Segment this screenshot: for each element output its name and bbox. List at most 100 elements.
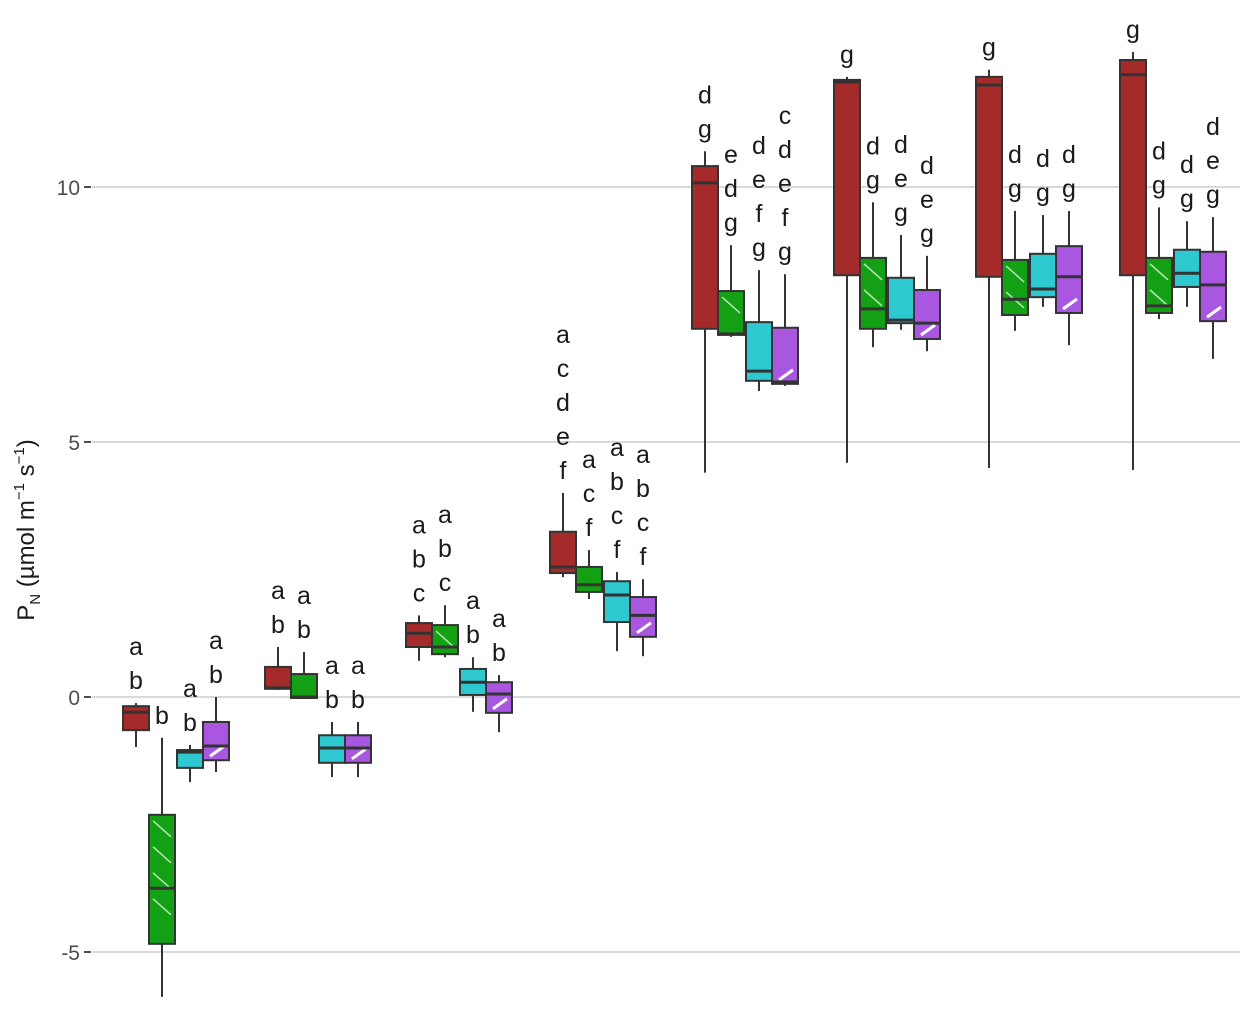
- significance-letter: g: [1152, 171, 1166, 199]
- box-treatment-3: [1029, 215, 1057, 307]
- hatch-stripe: [1206, 305, 1222, 319]
- box-treatment-1: [833, 76, 861, 463]
- significance-letter: a: [297, 582, 311, 610]
- boxes-layer: [122, 51, 1227, 997]
- box-body: [1119, 59, 1147, 277]
- box-body: [148, 813, 176, 945]
- y-axis: -5 0 5 10: [57, 177, 91, 965]
- box-treatment-1: [975, 69, 1003, 469]
- box-body: [485, 681, 513, 714]
- significance-letter: a: [209, 627, 223, 655]
- significance-letter: g: [1036, 179, 1050, 207]
- significance-letter: e: [556, 423, 570, 451]
- box-body: [603, 580, 631, 624]
- box-treatment-2: [148, 737, 176, 997]
- box-body: [833, 78, 861, 277]
- significance-letter: d: [1180, 151, 1194, 179]
- significance-letter: c: [413, 579, 426, 607]
- significance-letter: d: [1206, 113, 1220, 141]
- box-body: [405, 622, 433, 649]
- box-body: [575, 565, 603, 593]
- significance-letter: c: [439, 569, 452, 597]
- significance-letter: d: [920, 152, 934, 180]
- significance-letter: c: [779, 102, 792, 130]
- significance-letter: c: [583, 480, 596, 508]
- y-tick-label: -5: [61, 942, 80, 965]
- significance-letter: g: [920, 220, 934, 248]
- significance-letter: c: [637, 509, 650, 537]
- significance-letter: f: [782, 204, 789, 232]
- box-treatment-2: [431, 605, 459, 658]
- significance-letter: d: [778, 136, 792, 164]
- box-treatment-4: [913, 255, 941, 352]
- significance-letter: d: [866, 132, 880, 160]
- significance-letter: g: [982, 34, 996, 62]
- significance-letter: c: [611, 502, 624, 530]
- hatch-stripe: [1062, 297, 1078, 311]
- significance-letter: f: [614, 536, 621, 564]
- significance-letter: g: [698, 115, 712, 143]
- box-body: [1173, 248, 1201, 288]
- significance-letter: a: [466, 587, 480, 615]
- significance-letter: g: [724, 209, 738, 237]
- box-body: [1001, 258, 1029, 317]
- box-body: [1145, 256, 1173, 314]
- y-axis-label: PN (µmol m−1 s−1): [11, 439, 44, 621]
- significance-letter: e: [778, 170, 792, 198]
- significance-letter: g: [1008, 175, 1022, 203]
- significance-letter: a: [556, 321, 570, 349]
- box-body: [264, 665, 292, 690]
- significance-letter: a: [325, 652, 339, 680]
- significance-letter: b: [297, 616, 311, 644]
- significance-letter: d: [556, 389, 570, 417]
- y-tick-label: 0: [68, 687, 80, 710]
- significance-letter: d: [752, 132, 766, 160]
- box-treatment-2: [290, 652, 318, 700]
- significance-letter: a: [610, 434, 624, 462]
- box-treatment-3: [176, 744, 204, 783]
- hatch-stripe: [152, 820, 172, 838]
- significance-letter: f: [756, 200, 763, 228]
- box-treatment-4: [629, 579, 657, 657]
- box-body: [975, 75, 1003, 278]
- hatch-stripe: [778, 368, 794, 382]
- significance-letter: a: [351, 652, 365, 680]
- significance-letter: f: [586, 514, 593, 542]
- significance-letter: b: [412, 545, 426, 573]
- box-treatment-4: [1199, 217, 1227, 359]
- box-body: [859, 256, 887, 330]
- significance-letter: g: [894, 199, 908, 227]
- box-body: [1029, 252, 1057, 299]
- significance-letter: d: [1036, 145, 1050, 173]
- box-treatment-3: [318, 721, 346, 778]
- significance-letter: e: [724, 141, 738, 169]
- significance-letter: g: [1206, 181, 1220, 209]
- box-treatment-2: [1001, 210, 1029, 331]
- hatch-stripe: [636, 621, 652, 635]
- box-body: [1055, 245, 1083, 314]
- significance-letter: f: [640, 543, 647, 571]
- box-treatment-1: [405, 615, 433, 661]
- significance-letter: d: [698, 81, 712, 109]
- significance-letter: b: [325, 686, 339, 714]
- hatch-stripe: [920, 323, 936, 337]
- hatch-stripe: [152, 898, 172, 916]
- box-treatment-3: [745, 270, 773, 391]
- box-treatment-1: [122, 703, 150, 747]
- significance-letter: a: [492, 605, 506, 633]
- box-body: [290, 673, 318, 700]
- significance-letter: g: [866, 166, 880, 194]
- gridlines: [92, 186, 1240, 953]
- hatch-stripe: [435, 630, 455, 648]
- significance-letter: b: [129, 667, 143, 695]
- box-treatment-1: [1119, 51, 1147, 471]
- box-treatment-4: [202, 697, 230, 772]
- box-body: [691, 165, 719, 330]
- box-treatment-3: [887, 234, 915, 330]
- box-treatment-3: [603, 572, 631, 652]
- significance-letter: d: [1008, 141, 1022, 169]
- box-body: [1199, 250, 1227, 323]
- significance-letter: b: [610, 468, 624, 496]
- significance-letter: e: [1206, 147, 1220, 175]
